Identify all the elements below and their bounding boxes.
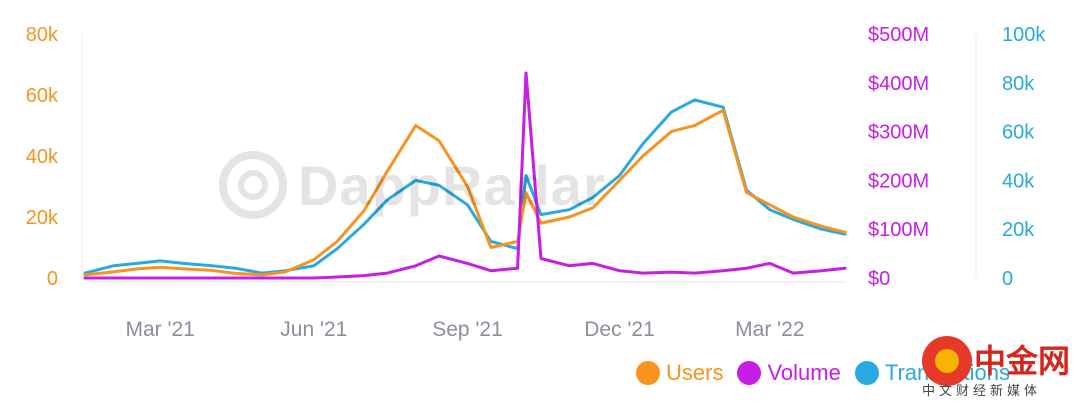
right-y-tick: 40k <box>1002 170 1035 192</box>
legend-label-volume: Volume <box>767 360 841 385</box>
middle-y-tick: $0 <box>868 268 890 290</box>
brand-name: 中金网 <box>974 342 1071 380</box>
left-axis: 0 20k 40k 60k 80k <box>26 24 59 290</box>
left-y-tick: 80k <box>26 24 59 46</box>
watermark: DappRadar <box>218 150 606 220</box>
legend-dot-users <box>636 361 660 385</box>
brand-tagline: 中文财经新媒体 <box>922 384 1042 399</box>
middle-y-tick: $300M <box>868 122 929 144</box>
brand-logo-icon <box>922 336 972 386</box>
right-y-tick: 0 <box>1002 268 1013 290</box>
legend-dot-volume <box>737 361 762 385</box>
brand-watermark: 中金网 中文财经新媒体 <box>922 336 1072 400</box>
legend-item-volume[interactable]: Volume <box>737 360 841 386</box>
right-y-tick: 20k <box>1002 219 1035 241</box>
x-tick-label: Jun '21 <box>280 318 347 341</box>
left-y-tick: 20k <box>26 207 59 229</box>
middle-y-tick: $400M <box>868 73 929 95</box>
series-line-users <box>83 108 847 277</box>
series-layer <box>83 71 847 280</box>
left-y-tick: 0 <box>47 268 58 290</box>
right-axis: 0 20k 40k 60k 80k 100k <box>1002 24 1046 290</box>
x-tick-label: Mar '21 <box>125 318 194 341</box>
middle-y-tick: $200M <box>868 170 929 192</box>
middle-y-tick: $500M <box>868 24 929 46</box>
series-line-volume <box>83 71 847 280</box>
right-y-tick: 100k <box>1002 24 1046 46</box>
right-y-tick: 60k <box>1002 122 1035 144</box>
right-y-tick: 80k <box>1002 73 1035 95</box>
watermark-text: DappRadar <box>298 153 606 217</box>
x-tick-label: Dec '21 <box>584 318 655 341</box>
watermark-logo-icon <box>219 151 287 219</box>
left-y-tick: 40k <box>26 146 59 168</box>
x-tick-label: Sep '21 <box>432 318 503 341</box>
x-axis: Mar '21 Jun '21 Sep '21 Dec '21 Mar '22 <box>81 34 977 341</box>
middle-axis: $0 $100M $200M $300M $400M $500M <box>868 24 929 290</box>
series-line-transactions <box>83 98 847 275</box>
left-y-tick: 60k <box>26 85 59 107</box>
middle-y-tick: $100M <box>868 219 929 241</box>
legend-item-users[interactable]: Users <box>636 360 723 386</box>
x-tick-label: Mar '22 <box>735 318 804 341</box>
legend-dot-transactions <box>854 361 879 385</box>
legend-label-users: Users <box>666 360 724 385</box>
